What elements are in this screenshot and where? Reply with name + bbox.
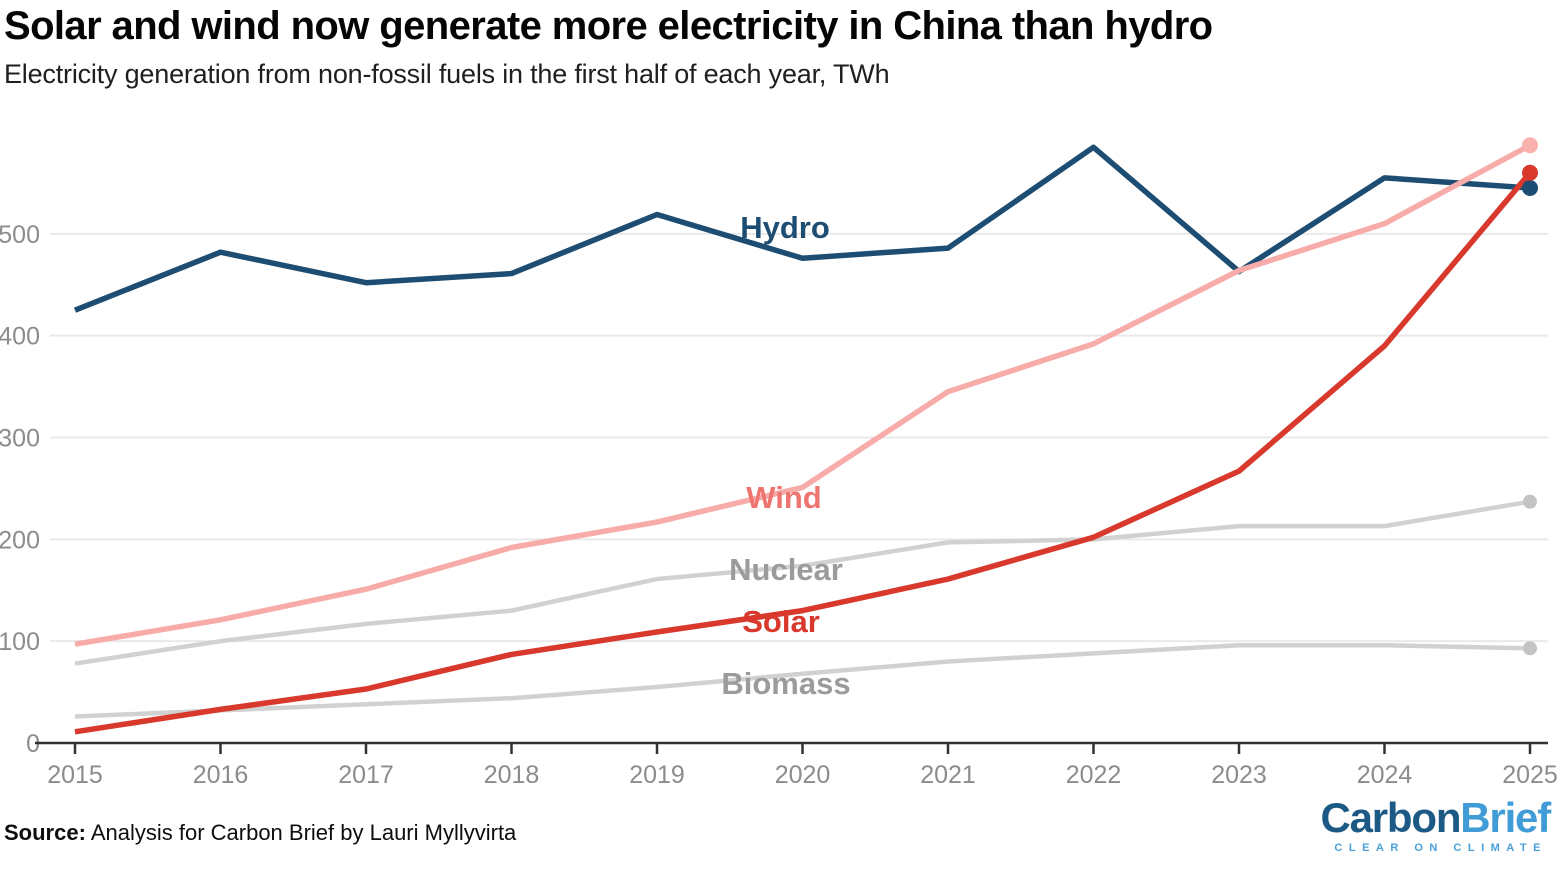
x-tick-label-2023: 2023	[1211, 761, 1267, 789]
x-tick-label-2016: 2016	[193, 761, 249, 789]
series-label-solar: Solar	[742, 604, 820, 639]
logo-brief: Brief	[1460, 794, 1551, 841]
carbonbrief-logo: CarbonBrief CLEAR ON CLIMATE	[1320, 794, 1551, 854]
series-wind-line	[74, 142, 1532, 647]
series-hydro-line	[73, 144, 1531, 313]
series-biomass-line	[74, 642, 1531, 719]
x-tick-label-2019: 2019	[629, 761, 685, 789]
x-tick-label-2020: 2020	[775, 761, 831, 789]
source-text: Analysis for Carbon Brief by Lauri Mylly…	[85, 820, 517, 845]
x-tick-label-2017: 2017	[338, 761, 394, 789]
series-nuclear-line	[74, 499, 1531, 666]
logo-tagline: CLEAR ON CLIMATE	[1334, 842, 1547, 854]
chart-subtitle: Electricity generation from non-fossil f…	[4, 59, 890, 89]
x-tick-label-2025: 2025	[1502, 761, 1558, 789]
x-tick-label-2021: 2021	[920, 761, 976, 789]
x-tick-label-2015: 2015	[47, 761, 103, 789]
series-label-wind: Wind	[746, 480, 821, 515]
y-tick-label-500: 500	[0, 221, 40, 249]
series-label-nuclear: Nuclear	[729, 552, 843, 587]
series-solar-line	[74, 170, 1533, 735]
chart-title: Solar and wind now generate more electri…	[4, 4, 1213, 48]
x-tick-label-2024: 2024	[1357, 761, 1413, 789]
x-tick-label-2018: 2018	[484, 761, 540, 789]
y-tick-label-200: 200	[0, 526, 40, 554]
endpoint-dot-hydro	[1522, 180, 1538, 197]
y-tick-label-100: 100	[0, 628, 40, 656]
endpoint-dot-biomass	[1523, 641, 1537, 656]
series-label-biomass: Biomass	[721, 666, 850, 701]
y-tick-label-0: 0	[26, 730, 40, 758]
x-tick-label-2022: 2022	[1066, 761, 1122, 789]
y-tick-label-300: 300	[0, 425, 40, 453]
logo-carbon: Carbon	[1320, 794, 1461, 841]
series-label-hydro: Hydro	[740, 210, 830, 245]
source-line: Source: Analysis for Carbon Brief by Lau…	[4, 820, 516, 846]
logo-wordmark: CarbonBrief	[1320, 794, 1551, 841]
endpoint-dot-solar	[1522, 164, 1538, 181]
source-label: Source:	[4, 820, 86, 845]
y-tick-label-400: 400	[0, 323, 40, 351]
endpoint-dot-nuclear	[1523, 494, 1537, 509]
endpoint-dot-wind	[1522, 137, 1538, 154]
